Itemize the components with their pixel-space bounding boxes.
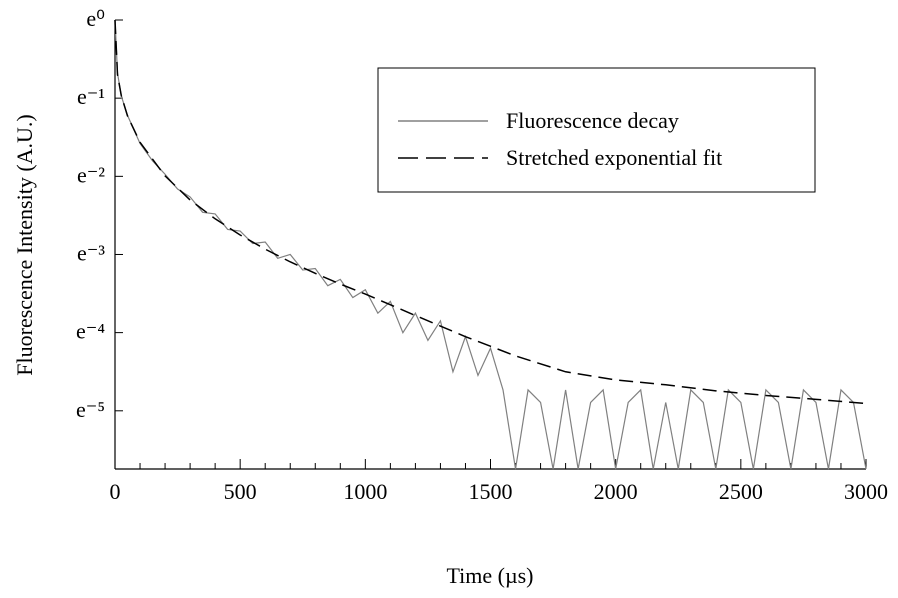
x-tick-label: 1000	[343, 479, 387, 504]
legend-box	[377, 67, 816, 193]
data-line	[114, 19, 867, 470]
x-tick-label: 2500	[719, 479, 763, 504]
y-tick-label: e⁻⁴	[76, 319, 105, 344]
x-axis-label: Time (µs)	[446, 563, 533, 588]
y-tick-label: e⁰	[86, 6, 105, 31]
y-tick-label: e⁻³	[77, 240, 105, 265]
data-line	[114, 19, 867, 405]
x-tick-label: 500	[224, 479, 257, 504]
legend-label: Fluorescence decay	[506, 108, 679, 133]
y-tick-label: e⁻⁵	[76, 397, 105, 422]
y-axis-label: Fluorescence Intensity (A.U.)	[12, 114, 37, 375]
x-tick-label: 3000	[844, 479, 888, 504]
y-tick-label: e⁻²	[77, 162, 105, 187]
x-tick-label: 2000	[594, 479, 638, 504]
x-tick-label: 1500	[469, 479, 513, 504]
y-tick-label: e⁻¹	[77, 84, 105, 109]
x-tick-label: 0	[110, 479, 121, 504]
legend-label: Stretched exponential fit	[506, 145, 722, 170]
